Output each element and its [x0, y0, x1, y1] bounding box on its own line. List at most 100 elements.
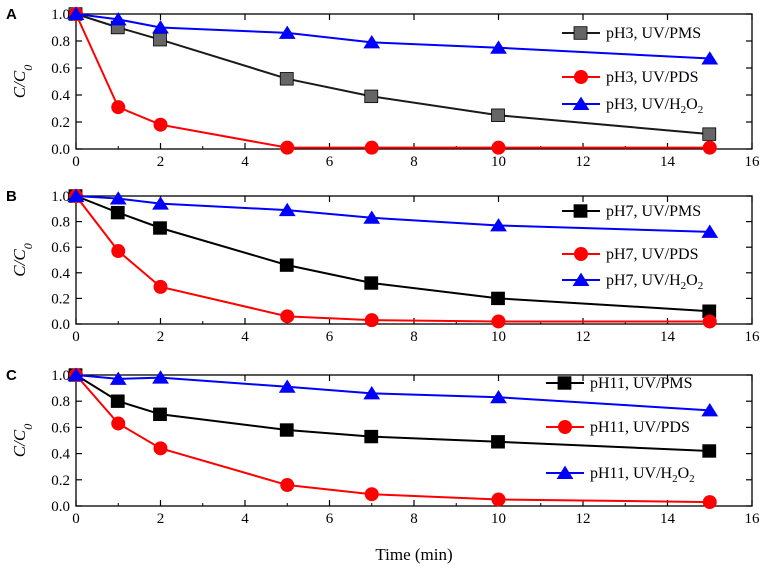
data-point: [363, 386, 381, 400]
data-point: [701, 51, 719, 65]
x-tick-label: 16: [745, 154, 761, 170]
data-point: [153, 407, 167, 422]
y-tick-label: 0.8: [51, 215, 70, 231]
x-tick-label: 4: [241, 329, 249, 345]
data-point: [280, 478, 295, 493]
y-tick-label: 0.2: [51, 291, 70, 307]
data-point: [490, 40, 507, 54]
y-tick-label: 0.0: [51, 317, 70, 333]
legend-label: pH3, UV/PMS: [606, 25, 701, 42]
panel-label: C: [6, 367, 17, 384]
y-axis-title: C/C0: [10, 65, 35, 98]
data-point: [152, 370, 169, 384]
data-point: [278, 379, 296, 393]
series-square: [68, 189, 717, 318]
x-tick-label: 10: [491, 154, 506, 170]
series-triangle: [67, 188, 719, 238]
data-point: [363, 35, 381, 49]
data-point: [153, 279, 168, 294]
data-point: [111, 244, 126, 259]
panel-label: B: [6, 188, 17, 205]
data-point: [701, 403, 719, 417]
x-tick-label: 12: [576, 329, 591, 345]
y-tick-label: 0.8: [51, 394, 70, 410]
x-tick-label: 12: [576, 511, 591, 527]
x-tick-label: 8: [410, 511, 418, 527]
y-tick-label: 0.0: [51, 499, 70, 515]
data-point: [701, 224, 719, 238]
legend-label: pH3, UV/H2O2: [606, 96, 703, 116]
data-point: [491, 492, 506, 507]
x-tick-label: 8: [410, 329, 418, 345]
series-circle: [69, 368, 717, 510]
x-tick-label: 14: [660, 511, 676, 527]
legend-marker: [574, 70, 588, 84]
legend-label: pH11, UV/PMS: [590, 375, 693, 392]
x-tick-label: 4: [241, 511, 249, 527]
x-tick-label: 0: [72, 329, 80, 345]
data-point: [491, 291, 505, 306]
y-axis-title: C/C0: [10, 243, 35, 276]
data-point: [364, 487, 379, 502]
x-tick-label: 16: [745, 329, 761, 345]
data-point: [363, 210, 381, 224]
x-tick-label: 10: [491, 511, 506, 527]
legend-marker: [557, 376, 572, 390]
x-tick-label: 16: [745, 511, 761, 527]
x-tick-label: 0: [72, 154, 80, 170]
legend-marker: [572, 96, 590, 110]
x-tick-label: 4: [241, 154, 249, 170]
data-point: [364, 89, 379, 104]
x-tick-label: 6: [326, 154, 334, 170]
data-point: [109, 191, 127, 205]
data-point: [491, 314, 506, 329]
y-tick-label: 0.2: [51, 473, 70, 489]
data-point: [110, 394, 125, 408]
y-tick-label: 0.4: [51, 88, 70, 104]
data-point: [280, 309, 295, 324]
data-point: [702, 127, 717, 141]
data-point: [67, 367, 85, 381]
legend-label: pH11, UV/PDS: [590, 419, 690, 436]
panel-c: C 0 2 4 6 8 10 12 14 16 0.0 0.2 0.4 0.6 0.8 1.0 C/C0 Time…: [6, 367, 760, 564]
data-point: [152, 20, 169, 34]
legend-label: pH7, UV/PMS: [606, 203, 701, 220]
x-tick-label: 10: [491, 329, 506, 345]
x-tick-label: 2: [157, 329, 165, 345]
x-tick-label: 0: [72, 511, 80, 527]
data-point: [111, 100, 126, 115]
x-tick-label: 8: [410, 154, 418, 170]
data-point: [280, 140, 295, 155]
y-axis-title: C/C0: [10, 424, 35, 457]
data-point: [110, 205, 125, 220]
y-tick-label: 1.0: [51, 368, 70, 384]
legend-label: pH3, UV/PDS: [606, 69, 698, 86]
data-point: [152, 196, 169, 210]
data-point: [702, 444, 717, 458]
series-triangle: [67, 6, 719, 65]
data-point: [702, 140, 717, 155]
x-tick-label: 14: [660, 329, 676, 345]
x-axis-title: Time (min): [375, 545, 452, 564]
y-tick-label: 0.6: [51, 420, 70, 436]
data-point: [111, 416, 126, 431]
x-tick-label: 6: [326, 329, 334, 345]
data-point: [279, 72, 294, 86]
legend-label: pH7, UV/PDS: [606, 246, 698, 263]
panel-b: B 0 2 4 6 8 10 12 14 16 0.0 0.2 0.4 0.6 0.8 1.0 C/C0 pH7,…: [6, 188, 760, 345]
data-point: [153, 441, 168, 456]
y-tick-label: 0.2: [51, 115, 70, 131]
data-point: [67, 6, 85, 20]
y-tick-label: 0.6: [51, 240, 70, 256]
data-point: [153, 32, 167, 47]
data-point: [67, 188, 85, 202]
legend-label: pH11, UV/H2O2: [590, 465, 695, 485]
legend-marker: [574, 247, 588, 261]
data-point: [153, 221, 167, 235]
data-point: [109, 12, 127, 26]
y-tick-label: 0.0: [51, 142, 70, 158]
data-point: [278, 202, 296, 217]
data-point: [491, 435, 505, 449]
data-point: [279, 258, 294, 272]
data-point: [491, 108, 505, 122]
